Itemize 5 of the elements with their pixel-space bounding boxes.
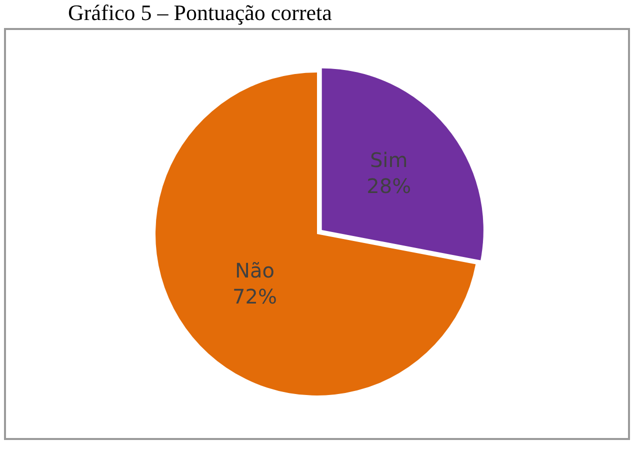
data-label: 72%	[232, 284, 278, 309]
chart-title: Gráfico 5 – Pontuação correta	[67, 0, 333, 26]
slice-label: Não	[235, 258, 275, 283]
slice-label: Sim	[370, 148, 408, 172]
data-label: 28%	[366, 174, 412, 198]
